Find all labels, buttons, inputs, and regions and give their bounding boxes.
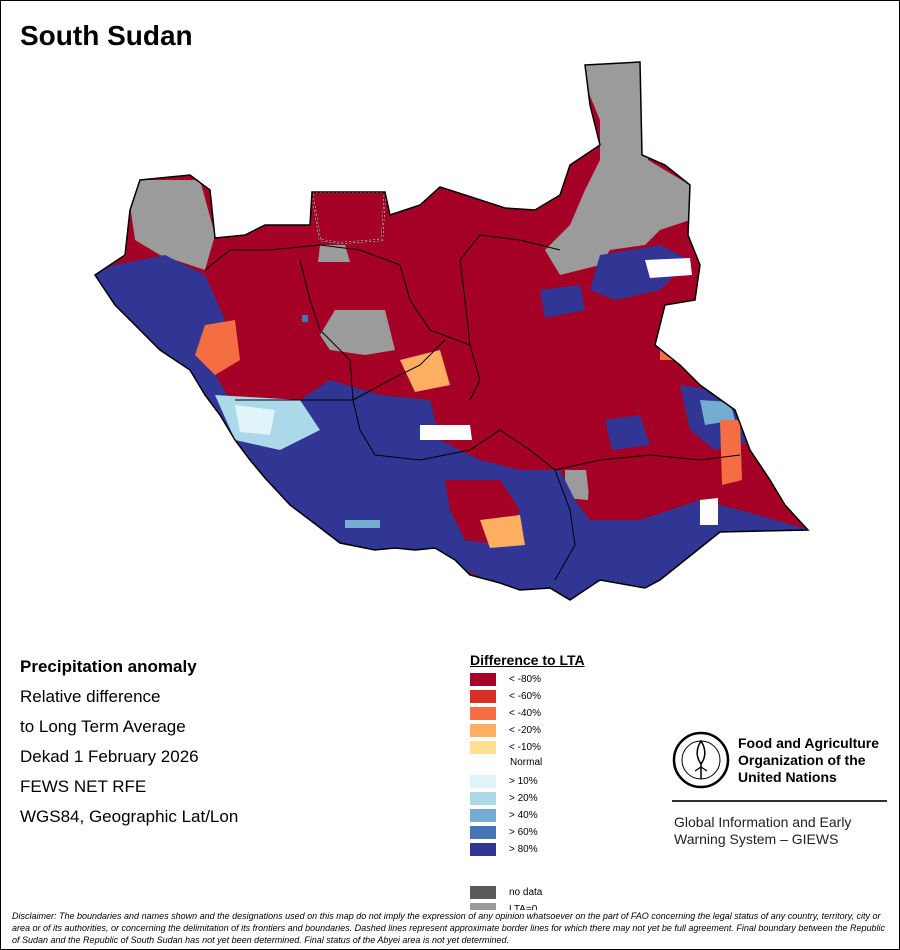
- legend-item: no data: [470, 885, 590, 902]
- legend-label: > 10%: [509, 776, 538, 787]
- legend-item: < -10%: [470, 740, 590, 757]
- legend-swatch: [470, 792, 496, 805]
- legend-label: > 40%: [509, 810, 538, 821]
- legend-label: LTA=0: [509, 903, 537, 916]
- legend-item: Normal: [470, 757, 590, 774]
- legend-swatch: [470, 826, 496, 839]
- info-line: to Long Term Average: [20, 717, 186, 736]
- map-title: South Sudan: [20, 20, 193, 51]
- legend-item: > 80%: [470, 842, 590, 859]
- legend-item: > 10%: [470, 774, 590, 791]
- legend-label: < -60%: [509, 691, 541, 702]
- legend-title: Difference to LTA: [470, 652, 585, 668]
- legend-swatch: [470, 690, 496, 703]
- legend-swatch: [470, 741, 496, 754]
- legend: Difference to LTA < -80% < -60% < -40% < -2…: [470, 652, 585, 933]
- legend-item: > 60%: [470, 825, 590, 842]
- anomaly-map: [94, 61, 809, 601]
- info-line: Dekad 1 February 2026: [20, 747, 199, 766]
- fao-org-name: Food and Agriculture Organization of the…: [738, 735, 880, 785]
- disclaimer-text: Disclaimer: The boundaries and names sho…: [12, 910, 892, 946]
- legend-label: < -40%: [509, 708, 541, 719]
- info-heading: Precipitation anomaly: [20, 657, 197, 676]
- legend-item: < -60%: [470, 689, 590, 706]
- legend-item: > 20%: [470, 791, 590, 808]
- anomaly-raster: [95, 62, 808, 600]
- fao-emblem-icon: [672, 731, 730, 789]
- legend-swatch: [470, 843, 496, 856]
- giews-name: Global Information and Early Warning Sys…: [674, 814, 852, 847]
- legend-item: < -80%: [470, 672, 590, 689]
- fao-divider: [672, 800, 887, 802]
- state-boundaries: [204, 234, 741, 581]
- map-info: Precipitation anomaly Relative differenc…: [20, 656, 238, 836]
- legend-item: > 40%: [470, 808, 590, 825]
- legend-label: > 20%: [509, 793, 538, 804]
- legend-label: no data: [509, 887, 543, 898]
- legend-label: > 80%: [509, 844, 538, 855]
- legend-swatch: [470, 886, 496, 899]
- legend-label: < -20%: [509, 725, 541, 736]
- legend-item: < -20%: [470, 723, 590, 740]
- info-line: WGS84, Geographic Lat/Lon: [20, 807, 239, 826]
- info-line: FEWS NET RFE: [20, 777, 147, 796]
- legend-swatch: [470, 673, 496, 686]
- legend-label: Normal: [510, 757, 543, 768]
- legend-label: < -80%: [509, 674, 541, 685]
- legend-swatch: [470, 809, 496, 822]
- legend-label: < -10%: [509, 742, 541, 753]
- legend-label: > 60%: [509, 827, 538, 838]
- info-line: Relative difference: [20, 687, 161, 706]
- legend-swatch: [470, 724, 496, 737]
- legend-item: < -40%: [470, 706, 590, 723]
- legend-swatch: [470, 707, 496, 720]
- legend-swatch: [470, 775, 496, 788]
